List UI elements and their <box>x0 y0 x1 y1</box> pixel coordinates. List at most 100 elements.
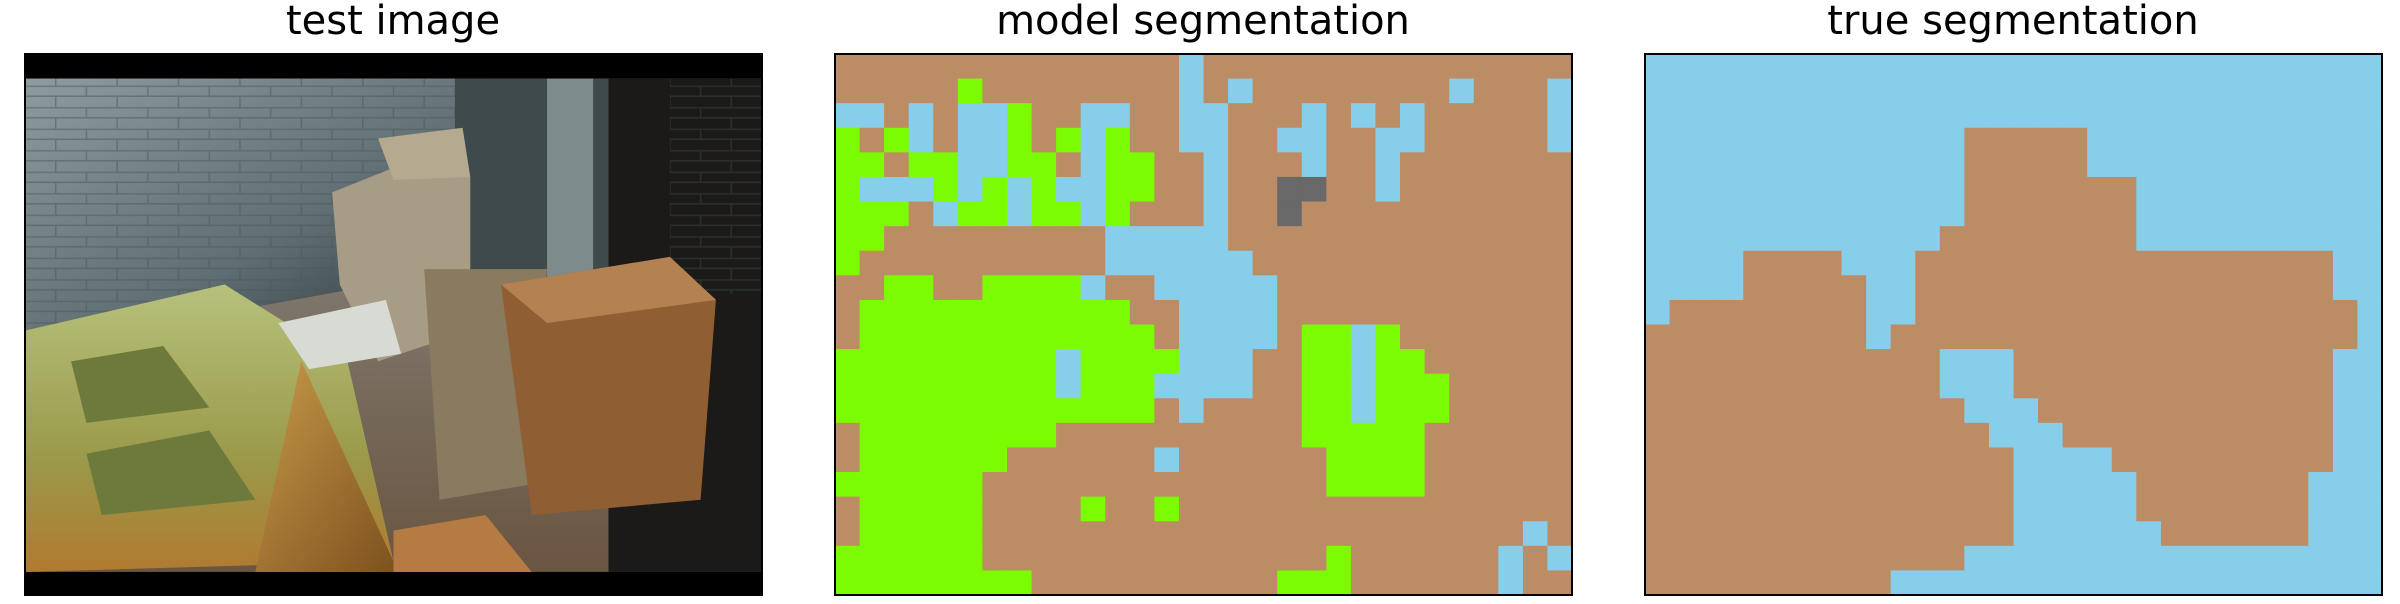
segment-cell <box>1718 324 1744 350</box>
segment-cell <box>1890 127 1916 153</box>
segment-cell <box>957 422 983 449</box>
segment-cell <box>1301 422 1327 449</box>
segment-cell <box>1547 152 1573 178</box>
segment-cell <box>1154 152 1180 178</box>
segment-cell <box>1154 422 1180 449</box>
segment-cell <box>1939 176 1965 203</box>
segment-cell <box>1080 373 1106 399</box>
segment-cell <box>1816 54 1843 80</box>
segment-cell <box>2210 570 2236 596</box>
segment-cell <box>2185 226 2211 252</box>
segment-cell <box>1473 299 1499 326</box>
segment-cell <box>2210 250 2236 276</box>
segment-cell <box>1375 472 1401 498</box>
segment-cell <box>1400 349 1426 375</box>
segment-cell <box>957 545 983 572</box>
segment-cell <box>2357 226 2383 252</box>
segment-cell <box>1743 570 1769 596</box>
test-image <box>25 54 762 595</box>
segment-cell <box>1915 275 1941 301</box>
segment-cell <box>1939 226 1965 252</box>
segment-cell <box>2332 570 2359 596</box>
segment-cell <box>1424 127 1450 153</box>
segment-cell <box>1915 201 1941 227</box>
segment-cell <box>2357 152 2383 178</box>
segment-cell <box>1792 496 1818 522</box>
segment-cell <box>884 324 910 350</box>
segment-cell <box>1301 521 1327 547</box>
segment-cell <box>1178 472 1205 498</box>
segment-cell <box>2160 299 2187 326</box>
segment-cell <box>2160 250 2187 276</box>
segment-cell <box>1866 398 1892 424</box>
segment-cell <box>1129 201 1155 227</box>
segment-cell <box>2111 54 2137 80</box>
segment-cell <box>1816 545 1843 572</box>
segment-cell <box>2062 78 2088 104</box>
segment-cell <box>2234 250 2260 276</box>
segment-cell <box>2136 521 2162 547</box>
segment-cell <box>2234 447 2260 473</box>
segment-cell <box>1866 54 1892 80</box>
segment-cell <box>1988 373 2015 399</box>
segment-cell <box>2259 103 2285 129</box>
segment-cell <box>2283 152 2309 178</box>
segment-cell <box>1718 373 1744 399</box>
segment-cell <box>1841 250 1867 276</box>
segment-cell <box>1792 447 1818 473</box>
segment-cell <box>1449 373 1475 399</box>
segment-cell <box>1473 201 1499 227</box>
segment-cell <box>884 570 910 596</box>
segment-cell <box>2160 349 2187 375</box>
segment-cell <box>835 176 861 203</box>
segment-cell <box>2062 226 2088 252</box>
segment-cell <box>2038 545 2064 572</box>
segment-cell <box>1915 250 1941 276</box>
segment-cell <box>1866 521 1892 547</box>
segment-cell <box>1694 447 1720 473</box>
segment-cell <box>1178 54 1205 80</box>
segment-cell <box>1718 472 1744 498</box>
segment-cell <box>1449 299 1475 326</box>
segment-cell <box>1228 349 1254 375</box>
segment-cell <box>1473 103 1499 129</box>
segment-cell <box>2136 299 2162 326</box>
segment-cell <box>1449 521 1475 547</box>
segment-cell <box>1767 570 1793 596</box>
segment-cell <box>957 521 983 547</box>
segment-cell <box>1350 78 1377 104</box>
segment-cell <box>2259 398 2285 424</box>
segment-cell <box>933 398 959 424</box>
segment-cell <box>1964 201 1990 227</box>
segment-cell <box>1203 570 1229 596</box>
segment-cell <box>933 349 959 375</box>
segment-cell <box>1915 152 1941 178</box>
segment-cell <box>1350 176 1377 203</box>
segment-cell <box>1006 299 1033 326</box>
segment-cell <box>1669 521 1695 547</box>
segment-cell <box>1939 54 1965 80</box>
segment-cell <box>1449 545 1475 572</box>
segment-cell <box>1178 176 1205 203</box>
segment-cell <box>1498 78 1524 104</box>
segment-cell <box>1890 447 1916 473</box>
segment-cell <box>1105 176 1131 203</box>
segment-cell <box>1350 496 1377 522</box>
segment-cell <box>1767 349 1793 375</box>
segment-cell <box>1522 496 1549 522</box>
segment-cell <box>1866 226 1892 252</box>
segment-cell <box>1129 226 1155 252</box>
segment-cell <box>1031 373 1057 399</box>
segment-cell <box>1498 103 1524 129</box>
segment-cell <box>1645 299 1671 326</box>
segment-cell <box>1228 447 1254 473</box>
segment-cell <box>1669 570 1695 596</box>
segment-cell <box>1694 54 1720 80</box>
segment-cell <box>2332 398 2359 424</box>
segment-cell <box>1547 545 1573 572</box>
segment-cell <box>1105 521 1131 547</box>
segment-cell <box>982 299 1008 326</box>
segment-cell <box>1277 103 1303 129</box>
segment-cell <box>1301 545 1327 572</box>
segment-cell <box>835 570 861 596</box>
